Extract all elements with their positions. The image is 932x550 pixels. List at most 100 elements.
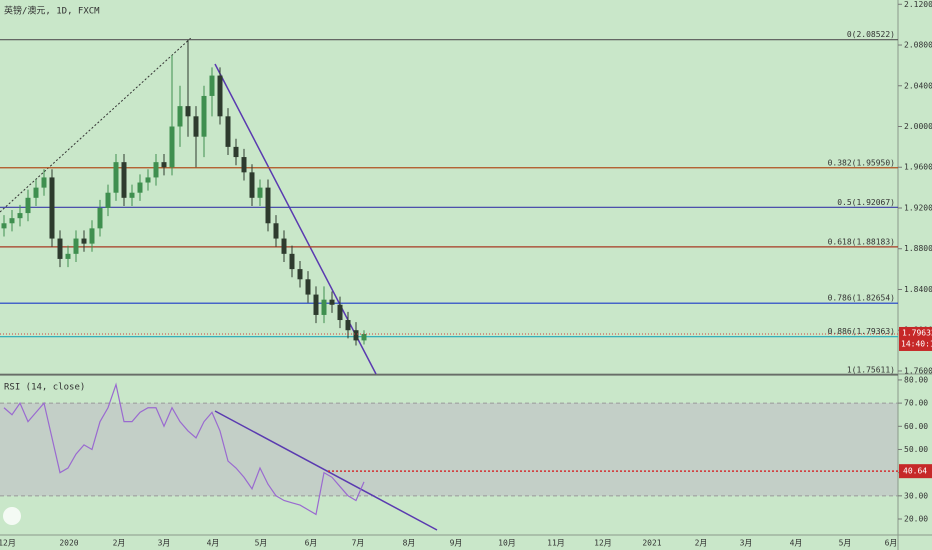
candle-body [57, 238, 63, 259]
fib-label: 0.5(1.92067) [837, 198, 895, 207]
rsi-last-box [899, 464, 932, 479]
fib-label: 0.786(1.82654) [828, 294, 895, 303]
x-tick-label: 11月 [547, 539, 565, 548]
x-tick-label: 2月 [113, 539, 126, 548]
candle-body [361, 333, 367, 341]
rsi-y-tick-label: 80.00 [904, 375, 928, 384]
fib-label: 0.618(1.88183) [828, 237, 895, 246]
candle-body [49, 177, 55, 239]
chart-title: 英镑/澳元, 1D, FXCM [4, 5, 100, 17]
x-tick-label: 12月 [594, 539, 612, 548]
x-tick-label: 12月 [0, 539, 16, 548]
y-tick-label: 2.00000 [904, 122, 932, 131]
candle-body [89, 228, 95, 244]
y-tick-label: 1.96000 [904, 163, 932, 172]
candle-body [353, 330, 359, 341]
candle-body [297, 269, 303, 280]
candle-body [329, 299, 335, 305]
y-tick-label: 2.08000 [904, 41, 932, 50]
candle-body [1, 223, 7, 229]
candle-body [81, 238, 87, 244]
candle-body [345, 320, 351, 331]
last-price-label: 1.79632 [902, 328, 932, 337]
candle-body [225, 116, 231, 147]
x-tick-label: 9月 [450, 539, 463, 548]
y-tick-label: 2.04000 [904, 81, 932, 90]
x-tick-label: 2月 [695, 539, 708, 548]
candle-body [273, 223, 279, 239]
logo [3, 507, 21, 525]
candle-body [73, 238, 79, 254]
x-tick-label: 6月 [305, 539, 318, 548]
rsi-y-tick-label: 60.00 [904, 422, 928, 431]
candle-body [137, 182, 143, 193]
y-tick-label: 1.92000 [904, 203, 932, 212]
y-tick-label: 2.12000 [904, 0, 932, 9]
x-tick-label: 10月 [498, 539, 516, 548]
fib-label: 0(2.08522) [847, 30, 895, 39]
candle-body [153, 162, 159, 178]
rsi-title: RSI (14, close) [4, 383, 85, 393]
x-tick-label: 2020 [59, 539, 78, 548]
x-tick-label: 3月 [158, 539, 171, 548]
rsi-line [3, 382, 365, 516]
candle-body [337, 304, 343, 321]
candle-body [17, 213, 23, 219]
candle-body [169, 126, 175, 168]
candle-body [161, 162, 167, 168]
candle-body [233, 146, 239, 158]
fib-label: 1(1.75611) [847, 365, 895, 374]
candle-body [313, 294, 319, 315]
candle-body [193, 116, 199, 137]
candle-body [105, 192, 111, 208]
candle-body [305, 279, 311, 295]
x-tick-label: 5月 [255, 539, 268, 548]
candle-body [185, 106, 191, 117]
x-tick-label: 5月 [839, 539, 852, 548]
y-tick-label: 1.88000 [904, 244, 932, 253]
candle-body [121, 162, 127, 198]
candle-body [145, 177, 151, 183]
rsi-band [0, 403, 898, 496]
candle-body [257, 187, 263, 198]
candle-body [289, 253, 295, 270]
candle-body [265, 187, 271, 224]
x-tick-label: 6月 [885, 539, 898, 548]
rsi-last-label: 40.64 [903, 467, 927, 476]
candle-body [209, 75, 215, 96]
candle-body [129, 192, 135, 198]
candle-body [33, 187, 39, 198]
time-label: 14:40:18 [901, 339, 932, 348]
x-tick-label: 2021 [642, 539, 661, 548]
y-tick-label: 1.76000 [904, 366, 932, 375]
trend-line [0, 36, 193, 213]
rsi-y-tick-label: 30.00 [904, 491, 928, 500]
candle-body [249, 172, 255, 198]
candle-body [97, 207, 103, 229]
x-tick-label: 4月 [790, 539, 803, 548]
fib-label: 0.886(1.79363) [828, 327, 895, 336]
x-tick-label: 7月 [352, 539, 365, 548]
candle-body [201, 95, 207, 137]
candle-body [9, 218, 15, 224]
rsi-y-tick-label: 50.00 [904, 445, 928, 454]
x-tick-label: 3月 [740, 539, 753, 548]
candle-body [241, 157, 247, 173]
candle-body [25, 197, 31, 214]
last-price-box [899, 326, 932, 351]
y-tick-label: 1.84000 [904, 285, 932, 294]
candle-body [217, 75, 223, 117]
rsi-y-tick-label: 70.00 [904, 399, 928, 408]
candle-body [65, 253, 71, 259]
fib-label: 0.382(1.95950) [828, 158, 895, 167]
candle-body [41, 177, 47, 188]
candle-body [177, 106, 183, 127]
x-tick-label: 8月 [403, 539, 416, 548]
candle-body [281, 238, 287, 254]
rsi-y-tick-label: 20.00 [904, 515, 928, 524]
candle-body [113, 162, 119, 193]
rsi-trend-line [214, 410, 438, 531]
x-tick-label: 4月 [207, 539, 220, 548]
